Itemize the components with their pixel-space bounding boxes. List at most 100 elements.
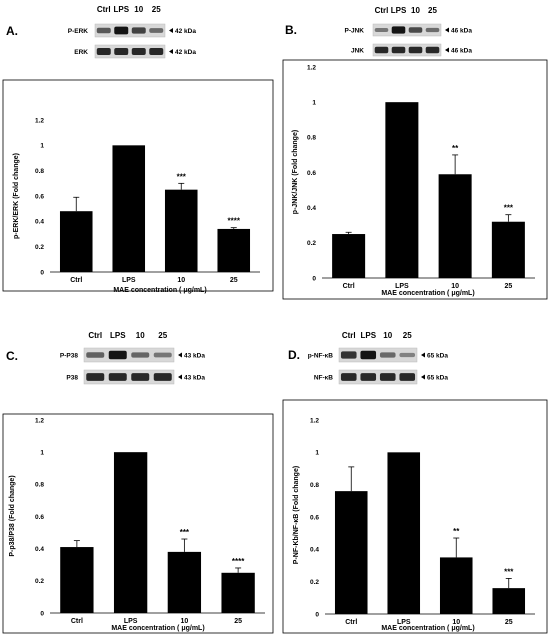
- y-tick-label: 0.4: [307, 205, 316, 212]
- blot-band: [340, 351, 357, 359]
- y-tick-label: 1: [315, 450, 319, 457]
- blot-lane-label: LPS: [113, 5, 129, 14]
- blot-membrane: [338, 369, 418, 385]
- x-axis-label: MAE concentration ( μg/mL): [111, 625, 204, 632]
- blot-membrane: [94, 44, 166, 59]
- blot-band: [379, 352, 396, 358]
- x-category-label: LPS: [397, 619, 411, 626]
- significance-label: ****: [228, 217, 241, 226]
- bar: [385, 102, 419, 279]
- y-tick-label: 0.4: [310, 547, 319, 554]
- y-tick-label: 0: [315, 611, 319, 618]
- blot-row-label: P-ERK: [68, 28, 89, 35]
- blot-band: [131, 47, 146, 56]
- blot-band: [374, 27, 389, 33]
- blot-lane-label: Ctrl: [88, 331, 102, 340]
- blot-band: [391, 46, 406, 54]
- blot-row-label: JNK: [351, 48, 364, 55]
- blot-kda-label: 46 kDa: [451, 47, 472, 54]
- chart-frame: [282, 399, 548, 634]
- x-category-label: Ctrl: [345, 619, 357, 626]
- arrow-icon: [178, 374, 182, 380]
- bar: [113, 452, 148, 613]
- panel-label: B.: [285, 23, 297, 37]
- blot-band: [399, 352, 416, 358]
- blot-lane-label: 25: [158, 331, 167, 340]
- y-tick-label: 0.2: [35, 578, 44, 585]
- panel-label: C.: [6, 349, 18, 363]
- y-axis-label: p-JNK/JNK (Fold change): [292, 130, 299, 214]
- blot-membrane: [94, 23, 166, 38]
- x-axis-label: MAE concentration ( μg/mL): [113, 287, 206, 294]
- blot-band: [108, 350, 127, 360]
- significance-label: ****: [232, 557, 245, 566]
- blot-band: [408, 27, 423, 33]
- blot-kda-label: 65 kDa: [427, 352, 448, 359]
- arrow-icon: [445, 27, 449, 33]
- bar: [221, 572, 255, 613]
- blot-band: [425, 46, 440, 54]
- significance-label: ***: [504, 567, 514, 576]
- x-category-label: 10: [451, 283, 459, 290]
- blot-band: [86, 352, 105, 358]
- x-category-label: 10: [180, 618, 188, 625]
- y-tick-label: 0.6: [35, 193, 44, 200]
- blot-lane-label: 25: [428, 6, 437, 15]
- bar: [60, 547, 94, 613]
- y-tick-label: 1.2: [35, 417, 44, 424]
- x-category-label: LPS: [122, 277, 136, 284]
- blot-membrane: [372, 23, 442, 37]
- y-tick-label: 1: [312, 99, 316, 106]
- blot-band: [114, 47, 129, 56]
- blot-band: [96, 47, 111, 56]
- blot-band: [391, 26, 406, 34]
- y-tick-label: 0.8: [307, 135, 316, 142]
- chart-frame: [282, 59, 548, 300]
- x-category-label: 10: [452, 619, 460, 626]
- y-tick-label: 0.8: [310, 482, 319, 489]
- blot-band: [149, 28, 164, 33]
- blot-band: [96, 27, 111, 34]
- bar: [491, 221, 525, 278]
- blot-kda-label: 43 kDa: [184, 352, 205, 359]
- blot-row-label: P-JNK: [344, 28, 364, 35]
- y-tick-label: 0.6: [310, 514, 319, 521]
- y-tick-label: 1: [40, 449, 44, 456]
- x-category-label: Ctrl: [343, 283, 355, 290]
- x-axis-label: MAE concentration ( μg/mL): [381, 290, 474, 297]
- blot-row-label: ERK: [74, 49, 88, 56]
- x-category-label: LPS: [395, 283, 409, 290]
- x-category-label: Ctrl: [71, 618, 83, 625]
- blot-band: [340, 373, 357, 381]
- blot-membrane: [372, 43, 442, 57]
- bar: [492, 588, 526, 614]
- significance-label: ***: [180, 528, 190, 537]
- bar: [164, 189, 198, 272]
- arrow-icon: [421, 374, 425, 380]
- blot-band: [114, 26, 129, 35]
- significance-label: **: [452, 144, 459, 153]
- blot-kda-label: 42 kDa: [175, 49, 196, 56]
- blot-lane-label: Ctrl: [375, 6, 389, 15]
- y-tick-label: 1.2: [310, 417, 319, 424]
- blot-lane-label: 10: [383, 331, 392, 340]
- blot-band: [131, 352, 150, 358]
- blot-band: [153, 352, 172, 358]
- bar: [217, 228, 251, 272]
- y-tick-label: 1: [40, 143, 44, 150]
- y-tick-label: 0.4: [35, 219, 44, 226]
- blot-row-label: NF-κB: [314, 375, 333, 382]
- y-tick-label: 0.6: [35, 514, 44, 521]
- y-axis-label: p-ERK/ERK (Fold change): [13, 153, 20, 239]
- y-tick-label: 0.4: [35, 546, 44, 553]
- blot-lane-label: LPS: [391, 6, 407, 15]
- significance-label: **: [453, 527, 460, 536]
- blot-band: [360, 350, 377, 360]
- blot-kda-label: 65 kDa: [427, 374, 448, 381]
- bar: [334, 491, 368, 614]
- y-tick-label: 0.2: [310, 579, 319, 586]
- x-axis-label: MAE concentration ( μg/mL): [381, 625, 474, 632]
- blot-lane-label: 10: [134, 5, 143, 14]
